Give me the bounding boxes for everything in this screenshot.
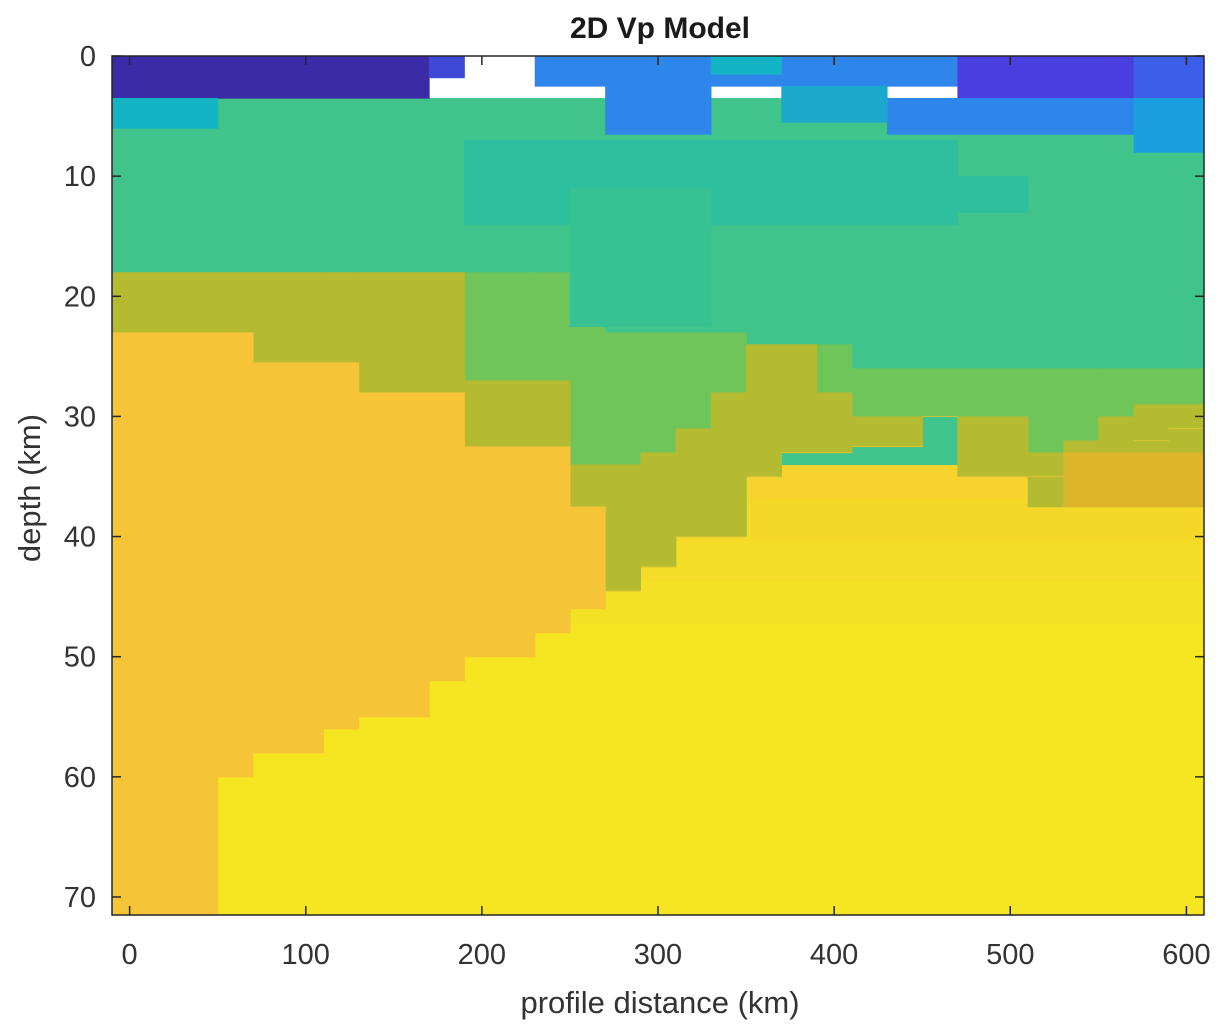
orange-crust-cell	[710, 536, 747, 538]
olive-zone-cell	[1027, 452, 1064, 508]
y-tick-label: 0	[80, 41, 96, 73]
mantle-layer-cell	[112, 748, 1204, 791]
olive-zone-cell	[746, 344, 782, 478]
orange-crust-cell	[816, 452, 853, 454]
olive-zone-cell	[252, 272, 324, 363]
x-tick-label: 0	[122, 939, 138, 971]
olive-zone-cell	[323, 272, 360, 363]
orange-crust-cell	[217, 332, 254, 778]
olive-zone-cell	[605, 464, 641, 592]
cyan-patch-cell	[1133, 98, 1204, 153]
orange-crust-cell	[605, 590, 641, 592]
olive-zone-cell	[429, 272, 465, 393]
top-layer-cell	[323, 56, 430, 99]
y-tick-label: 40	[64, 522, 96, 554]
olive-zone-cell	[464, 380, 536, 448]
y-tick-label: 10	[64, 161, 96, 193]
top-layer-cell	[886, 98, 1135, 135]
olive-zone-cell	[112, 272, 219, 333]
cyan-patch-cell	[781, 86, 888, 123]
olive-zone-cell	[569, 464, 606, 508]
olive-zone-cell	[957, 416, 994, 478]
x-tick-labels: 0 100 200 300 400 500 600	[122, 939, 1211, 971]
mantle-layer-cell	[112, 831, 1204, 874]
orange-crust-cell	[851, 446, 923, 448]
olive-zone-cell	[710, 392, 747, 538]
orange-crust-cell	[1168, 428, 1204, 430]
orange-crust-cell	[746, 476, 782, 478]
olive-zone-cell	[675, 428, 712, 538]
axis-ticks	[112, 55, 1204, 915]
orange-crust-cell	[534, 446, 571, 634]
orange-crust-cell	[569, 506, 606, 610]
top-layer-cell	[112, 56, 324, 99]
orange-crust-cell	[781, 452, 818, 454]
orange-crust-cell	[1133, 440, 1170, 442]
y-tick-label: 70	[64, 882, 96, 914]
y-tick-label: 60	[64, 762, 96, 794]
y-tick-labels: 0 10 20 30 40 50 60 70	[64, 41, 96, 914]
upper-crust-cell	[569, 188, 712, 327]
orange-crust-cell	[992, 476, 1029, 478]
orange-crust-cell	[429, 392, 465, 682]
y-tick-label: 50	[64, 642, 96, 674]
olive-zone-cell	[640, 452, 677, 568]
orange-crust-cell	[957, 476, 994, 478]
orange-crust-cell	[464, 446, 536, 658]
olive-zone-cell	[992, 416, 1029, 478]
orange-crust-cell	[640, 566, 677, 568]
orange-crust-cell	[252, 362, 324, 754]
olive-zone-cell	[217, 272, 254, 333]
orange-crust-cell	[358, 392, 430, 718]
middle-crust-cell	[922, 368, 959, 418]
x-tick-label: 100	[282, 939, 330, 971]
top-layer-cell	[1133, 56, 1204, 99]
y-axis-label: depth (km)	[12, 414, 47, 562]
top-layer-cell	[534, 56, 712, 87]
orange-crust-cell	[323, 362, 360, 730]
olive-zone-cell	[816, 392, 853, 454]
olive-zone-cell	[851, 416, 923, 448]
top-layer-cell	[429, 56, 465, 79]
plot-area	[112, 56, 1204, 915]
olive-zone-cell	[534, 380, 571, 448]
cyan-patch-cell	[112, 98, 219, 129]
orange-crust-cell	[922, 416, 959, 418]
x-tick-label: 600	[1162, 939, 1210, 971]
chart-title: 2D Vp Model	[570, 12, 750, 45]
olive-zone-cell	[781, 344, 818, 454]
upper-crust-cell	[957, 176, 1029, 213]
orange-crust-cell	[112, 332, 219, 915]
x-tick-label: 200	[458, 939, 506, 971]
orange-crust-cell	[1027, 476, 1064, 478]
y-tick-label: 30	[64, 401, 96, 433]
y-tick-label: 20	[64, 281, 96, 313]
top-layer-cell	[605, 86, 712, 135]
x-tick-label: 400	[810, 939, 858, 971]
x-tick-label: 500	[986, 939, 1034, 971]
cyan-patch-cell	[710, 56, 782, 75]
mantle-layer-cell	[112, 790, 1204, 833]
orange-crust-cell	[675, 536, 712, 538]
olive-zone-cell	[358, 272, 430, 393]
x-axis-label: profile distance (km)	[520, 985, 799, 1020]
x-tick-label: 300	[634, 939, 682, 971]
orange-crust-cell	[1063, 452, 1204, 508]
